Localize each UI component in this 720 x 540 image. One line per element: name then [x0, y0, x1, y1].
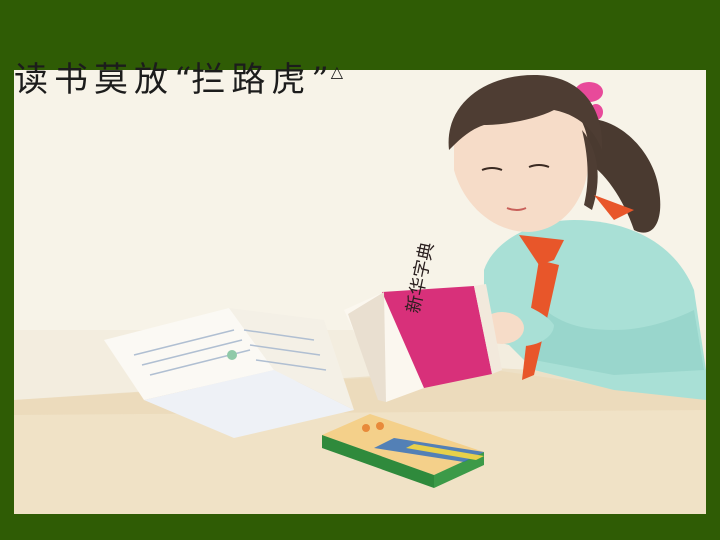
title-close-quote: ” [311, 60, 329, 100]
open-notebook [104, 308, 354, 438]
dictionary-book [344, 284, 502, 402]
ponytail [574, 118, 661, 233]
title-open-quote: “ [174, 60, 192, 100]
pencil-box [322, 414, 484, 488]
illustration-panel: 新华字典 [14, 70, 706, 514]
title-prefix: 读书莫放 [14, 60, 174, 100]
red-scarf [519, 235, 564, 265]
slide-title: 读书莫放“拦路虎” △ [14, 52, 343, 101]
hair [448, 75, 603, 150]
triangle-marker: △ [330, 62, 344, 81]
title-phrase: 拦路虎 [191, 60, 312, 100]
girl-reading-illustration [14, 70, 706, 514]
